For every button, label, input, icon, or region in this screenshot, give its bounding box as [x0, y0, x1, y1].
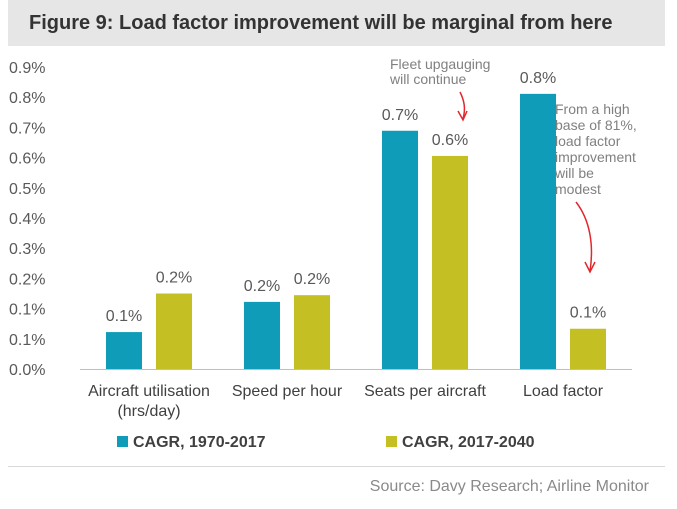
source-note: Source: Davy Research; Airline Monitor [369, 478, 649, 495]
bar [156, 293, 192, 369]
data-label: 0.6% [432, 132, 468, 149]
legend-label: CAGR, 2017-2040 [402, 434, 535, 451]
y-tick-label: 0.1% [9, 302, 45, 319]
y-tick-label: 0.2% [9, 271, 45, 288]
legend-swatch [386, 436, 397, 447]
data-label: 0.2% [156, 270, 192, 287]
category-label: Speed per hour [232, 383, 343, 400]
title-bar: Figure 9: Load factor improvement will b… [8, 0, 665, 46]
legend-swatch [117, 436, 128, 447]
data-label: 0.7% [382, 107, 418, 124]
y-tick-label: 0.5% [9, 181, 45, 198]
y-tick-label: 0.7% [9, 120, 45, 137]
annotation-arrow [459, 91, 466, 120]
bar [520, 93, 556, 369]
y-tick-label: 0.0% [9, 362, 45, 379]
category-label: Aircraft utilisation (hrs/day) [88, 383, 210, 420]
annotation-arrowhead [584, 261, 596, 274]
annotation-text: Fleet upgauging will continue [389, 56, 490, 87]
bar [294, 295, 330, 369]
legend-label: CAGR, 1970-2017 [133, 434, 266, 451]
category-label: Load factor [523, 383, 604, 400]
data-label: 0.2% [244, 278, 280, 295]
bar [244, 301, 280, 369]
data-label: 0.2% [294, 271, 330, 288]
annotation-arrowhead [457, 110, 468, 122]
bar [570, 328, 606, 369]
y-tick-label: 0.9% [9, 60, 45, 77]
y-tick-label: 0.6% [9, 151, 45, 168]
annotation-arrow [575, 201, 593, 272]
annotation-text: From a high base of 81%, load factor improv… [554, 101, 637, 197]
data-label: 0.1% [106, 308, 142, 325]
data-label: 0.8% [520, 70, 556, 87]
bar [382, 130, 418, 369]
y-tick-label: 0.3% [9, 241, 45, 258]
chart-title: Figure 9: Load factor improvement will b… [29, 12, 613, 34]
data-label: 0.1% [570, 305, 606, 322]
bar [106, 332, 142, 369]
y-tick-label: 0.1% [9, 332, 45, 349]
bar [432, 155, 468, 369]
y-tick-label: 0.8% [9, 90, 45, 107]
category-label: Seats per aircraft [364, 383, 486, 400]
y-tick-label: 0.4% [9, 211, 45, 228]
